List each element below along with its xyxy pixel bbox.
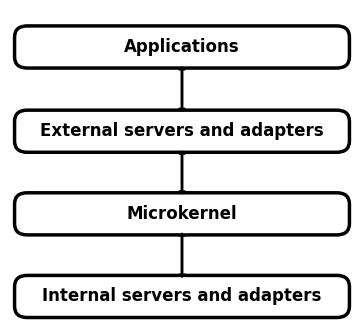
FancyBboxPatch shape [15, 275, 349, 318]
Text: Microkernel: Microkernel [127, 205, 237, 223]
Text: Internal servers and adapters: Internal servers and adapters [42, 287, 322, 306]
Text: Applications: Applications [124, 38, 240, 56]
FancyBboxPatch shape [15, 193, 349, 235]
FancyBboxPatch shape [15, 26, 349, 68]
FancyBboxPatch shape [15, 110, 349, 152]
Text: External servers and adapters: External servers and adapters [40, 122, 324, 140]
